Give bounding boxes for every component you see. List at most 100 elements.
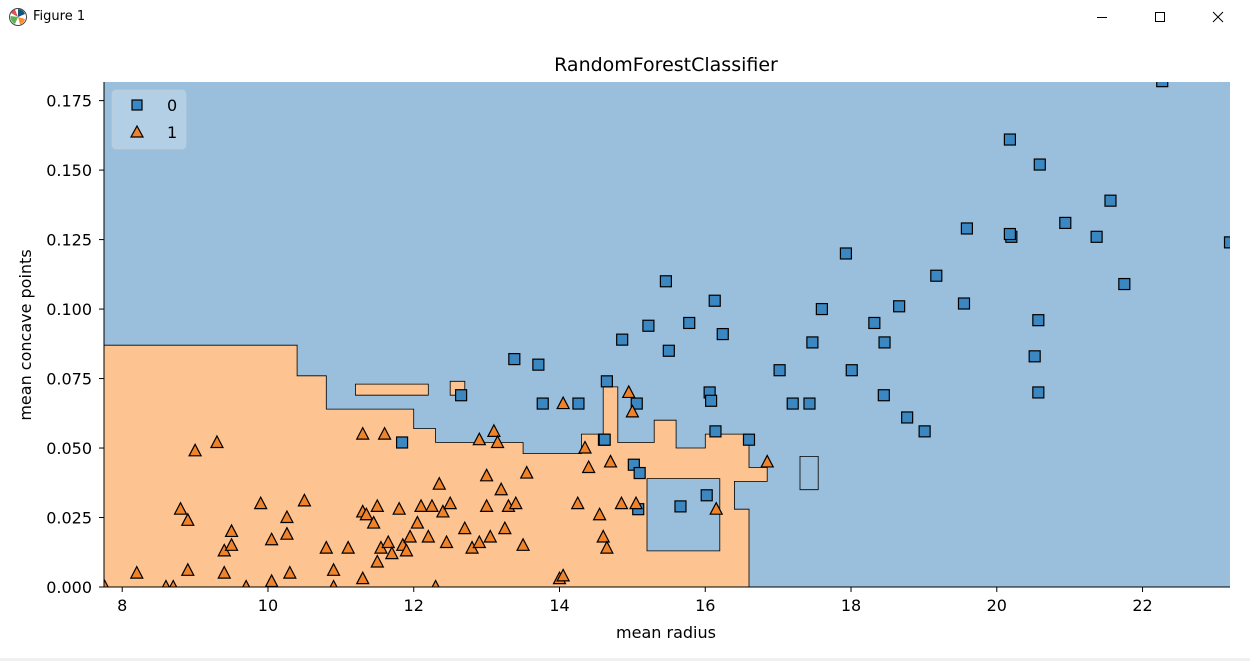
class-1-point: [508, 495, 523, 510]
class-1-point: [319, 540, 334, 554]
class-1-point: [556, 395, 571, 410]
class-0-point: [708, 294, 721, 307]
class-1-point: [188, 443, 203, 457]
class-0-point: [901, 411, 914, 424]
y-tick-label: 0.175: [46, 92, 92, 111]
class-1-point: [457, 520, 472, 535]
y-tick-label: 0.125: [46, 231, 92, 250]
class-0-point: [1090, 230, 1103, 243]
class-0-point: [742, 433, 756, 446]
class-0-point: [630, 397, 643, 410]
x-tick-label: 18: [841, 596, 861, 615]
class-1-point: [443, 495, 458, 510]
class-1-point: [217, 565, 232, 579]
class-1-point: [603, 454, 618, 468]
class-1-point: [760, 454, 775, 468]
legend-class-0-marker: [131, 99, 143, 111]
class-1-point: [359, 506, 374, 521]
y-tick-label: 0.100: [46, 300, 92, 319]
class-1-point: [472, 534, 487, 549]
class-0-point: [395, 436, 409, 449]
class-1-point: [297, 493, 312, 507]
class-0-point: [1104, 194, 1117, 207]
x-tick-label: 22: [1132, 596, 1152, 615]
plot-content: [104, 82, 1230, 587]
class-1-point: [355, 426, 370, 440]
x-tick-label: 20: [987, 596, 1007, 615]
class-0-point: [532, 358, 545, 371]
legend-class-1-label: 1: [167, 123, 177, 142]
class-0-point: [1223, 236, 1230, 249]
class-0-point: [773, 364, 786, 377]
class-1-point: [264, 573, 279, 587]
maximize-button[interactable]: [1131, 0, 1189, 34]
class-0-point: [683, 316, 696, 330]
class-1-point: [596, 529, 611, 543]
class-1-point: [366, 515, 381, 529]
class-0-point: [633, 466, 646, 480]
class-1-point: [173, 501, 188, 515]
class-1-point: [370, 554, 385, 568]
class-0-point: [1032, 386, 1045, 399]
class-1-point: [392, 501, 407, 515]
legend-class-0-label: 0: [167, 96, 177, 115]
class-0-point: [455, 389, 468, 402]
class-0-point: [572, 397, 585, 410]
minimize-button[interactable]: [1073, 0, 1131, 34]
class-1-point: [421, 529, 436, 543]
class-1-point: [556, 568, 571, 582]
class-0-point: [957, 297, 971, 310]
class-1-point: [439, 534, 454, 549]
class-0-point: [839, 247, 853, 260]
class-1-region: [104, 344, 768, 587]
class-1-point: [253, 495, 268, 510]
class-1-point: [483, 529, 498, 543]
close-button[interactable]: [1189, 0, 1247, 34]
class-1-point: [341, 540, 356, 554]
class-1-point: [599, 540, 614, 554]
class-1-point: [625, 404, 640, 418]
class-0-point: [600, 375, 613, 388]
class-1-point: [279, 526, 294, 540]
class-1-point: [242, 579, 251, 587]
class-0-point: [662, 344, 675, 357]
class-1-point: [104, 579, 109, 587]
class-1-point: [479, 468, 494, 482]
window-bottom-border: [0, 658, 1250, 661]
class-1-point: [494, 481, 509, 496]
window-title: Figure 1: [33, 9, 86, 24]
class-1-point: [326, 562, 341, 576]
class-0-point: [1118, 277, 1131, 291]
class-0-point: [642, 319, 655, 332]
x-axis-label: mean radius: [616, 623, 716, 642]
class-0-point: [786, 397, 799, 410]
class-0-region-island: [799, 455, 819, 491]
class-0-point: [1032, 314, 1045, 327]
class-1-point: [377, 426, 392, 440]
x-tick-label: 10: [258, 596, 278, 615]
class-0-point: [845, 364, 858, 377]
y-axis-label: mean concave points: [16, 249, 35, 420]
class-1-point: [180, 562, 195, 576]
class-0-point: [868, 316, 881, 330]
x-tick-label: 12: [404, 596, 424, 615]
class-0-point: [598, 433, 611, 446]
class-1-point: [435, 504, 450, 518]
class-1-point: [516, 537, 531, 551]
x-tick-label: 16: [695, 596, 715, 615]
class-1-point: [180, 512, 195, 526]
class-1-point: [621, 384, 636, 399]
y-tick-label: 0.150: [46, 161, 92, 180]
class-0-point: [930, 269, 943, 282]
class-1-point: [264, 531, 279, 546]
class-1-point: [282, 565, 297, 579]
class-0-point: [1028, 350, 1041, 363]
class-1-point: [381, 534, 396, 549]
class-1-point: [486, 423, 501, 437]
class-1-point: [472, 431, 487, 446]
class-1-point: [592, 506, 607, 521]
class-1-point: [161, 579, 171, 587]
class-1-point: [370, 498, 385, 513]
class-0-point: [1003, 133, 1017, 146]
class-1-point: [399, 543, 414, 557]
